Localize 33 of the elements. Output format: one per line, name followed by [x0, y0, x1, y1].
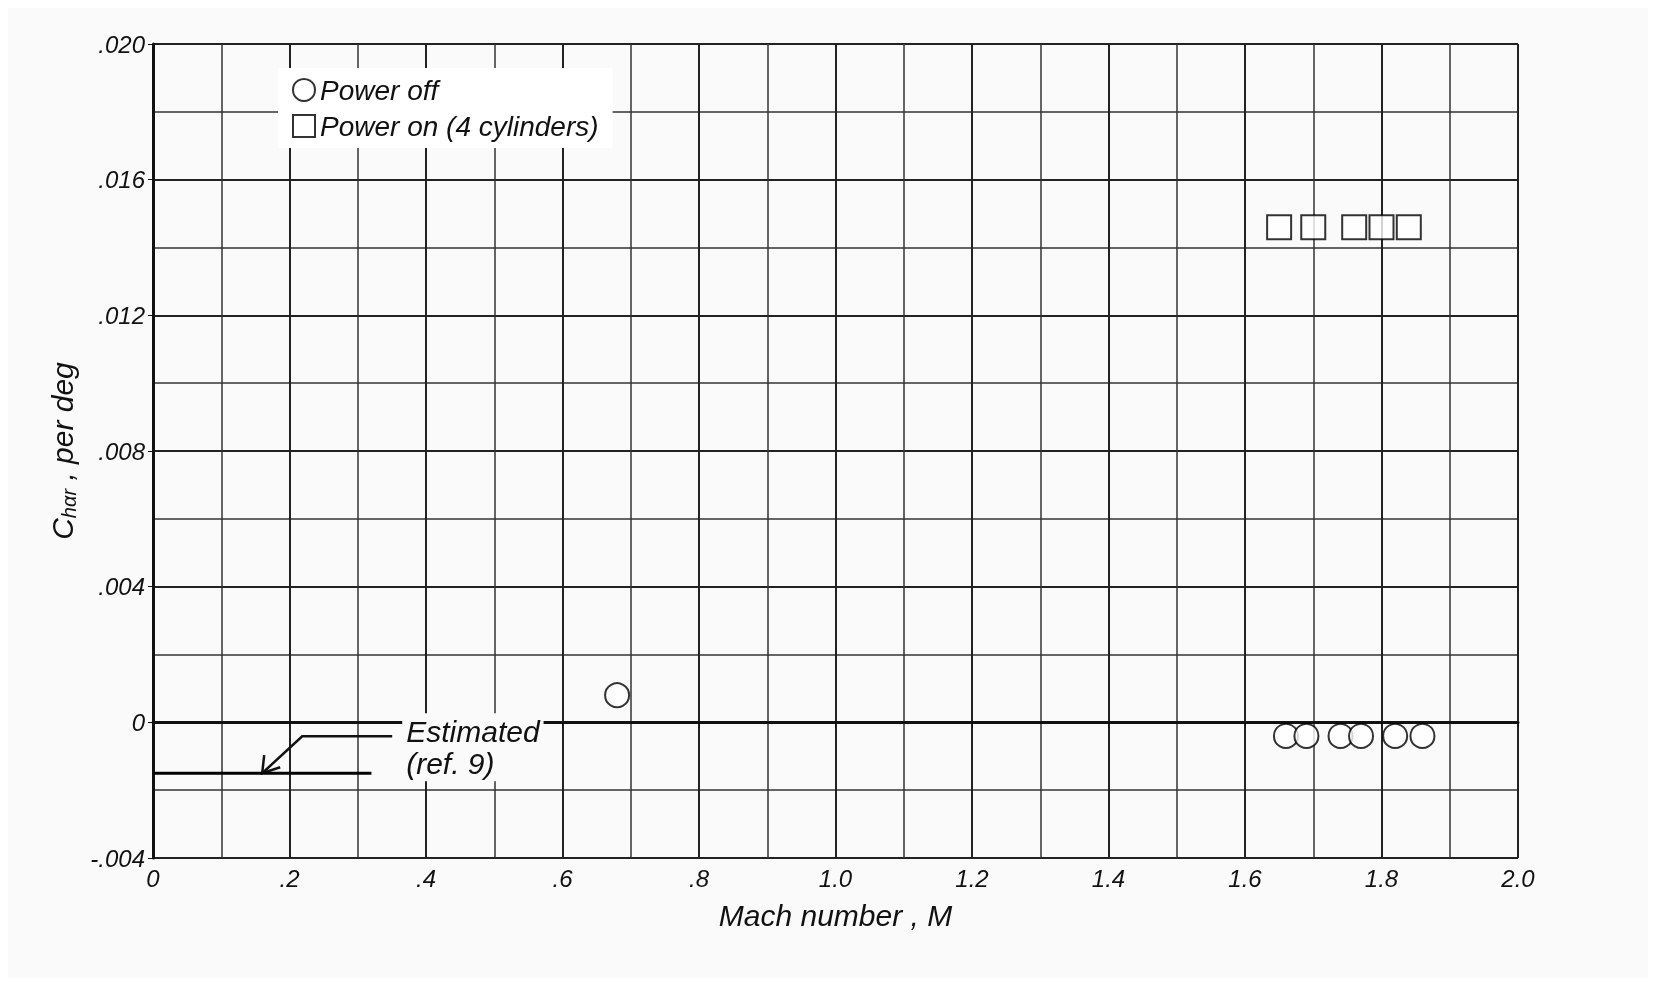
y-tick-label: .012 — [98, 301, 145, 329]
point — [1266, 214, 1293, 241]
y-tick-label: -.004 — [90, 844, 145, 872]
y-tick-label: .004 — [98, 573, 145, 601]
y-axis-title: Chαr , per deg — [45, 361, 81, 540]
point — [1272, 722, 1299, 749]
y-tick-label: 0 — [131, 708, 146, 736]
legend-label: Power on (4 cylinders) — [320, 110, 599, 142]
annotation: Estimated (ref. 9) — [406, 714, 541, 780]
y-tick-label: .016 — [98, 166, 146, 194]
x-tick-label: 1.4 — [1091, 864, 1126, 892]
x-tick-label: 1.6 — [1228, 864, 1263, 892]
x-tick-label: 1.8 — [1364, 864, 1399, 892]
x-axis-title: Mach number , M — [718, 898, 953, 932]
x-tick-label: .4 — [415, 864, 437, 892]
y-tick-label: .008 — [98, 437, 146, 465]
point — [1300, 214, 1327, 241]
point — [1293, 722, 1320, 749]
legend-label: Power off — [320, 74, 442, 106]
point — [1341, 214, 1368, 241]
point — [1382, 722, 1409, 749]
point — [1368, 214, 1395, 241]
point — [1395, 214, 1422, 241]
x-tick-label: .2 — [279, 864, 300, 892]
x-tick-label: 1.2 — [955, 864, 989, 892]
point — [604, 682, 631, 709]
y-tick-label: .020 — [98, 30, 146, 58]
x-tick-label: 1.0 — [818, 864, 853, 892]
point — [1348, 722, 1375, 749]
point — [1409, 722, 1436, 749]
x-tick-label: .6 — [552, 864, 574, 892]
x-tick-label: .8 — [688, 864, 710, 892]
x-tick-label: 2.0 — [1500, 864, 1536, 892]
